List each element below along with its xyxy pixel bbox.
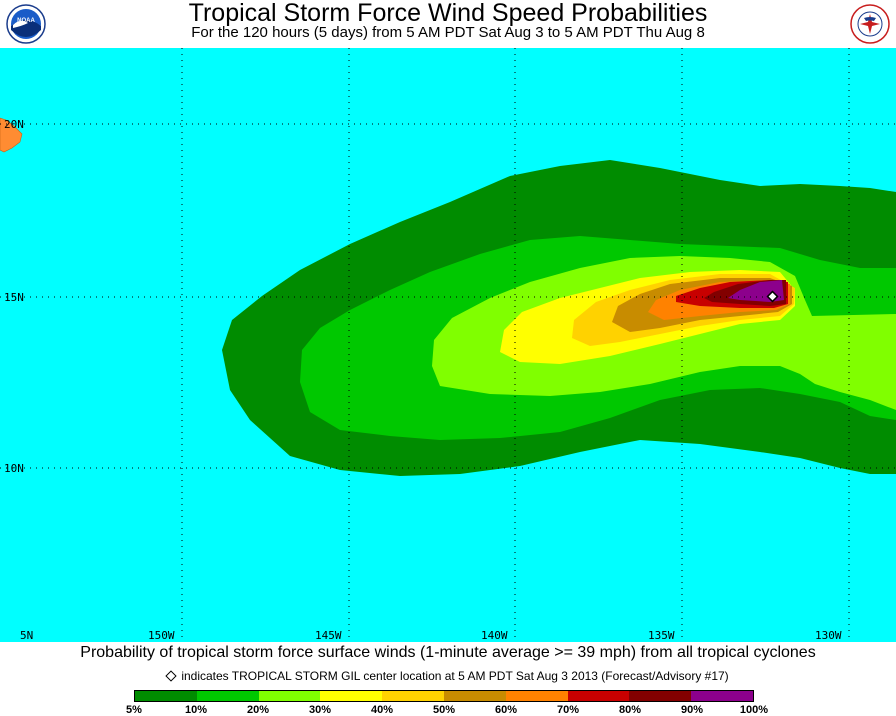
colorbar-label-4: 40% — [370, 704, 394, 716]
colorbar-swatch-3 — [320, 691, 383, 701]
colorbar-label-8: 80% — [618, 704, 642, 716]
probability-map: 20N 15N 10N 5N 150W 145W 140W 135W 130W — [0, 48, 896, 642]
colorbar-label-0: 5% — [126, 704, 142, 716]
colorbar-swatch-1 — [196, 691, 259, 701]
colorbar-swatch-9 — [691, 691, 753, 701]
colorbar-swatch-2 — [258, 691, 321, 701]
svg-text:NOAA: NOAA — [17, 18, 35, 24]
colorbar-label-3: 30% — [308, 704, 332, 716]
colorbar-swatch-6 — [505, 691, 568, 701]
colorbar-swatch-0 — [135, 691, 197, 701]
lon-label-140w: 140W — [481, 629, 508, 642]
colorbar-label-1: 10% — [184, 704, 208, 716]
nws-logo-icon — [850, 4, 890, 44]
lat-label-20n: 20N — [4, 118, 24, 131]
map-caption: Probability of tropical storm force surf… — [80, 644, 816, 661]
page-subtitle: For the 120 hours (5 days) from 5 AM PDT… — [191, 24, 705, 41]
lon-label-150w: 150W — [148, 629, 175, 642]
colorbar-label-2: 20% — [246, 704, 270, 716]
lat-label-15n: 15N — [4, 291, 24, 304]
storm-center-diamond-icon — [766, 290, 779, 303]
nws-logo — [850, 4, 890, 44]
colorbar-label-9: 90% — [680, 704, 704, 716]
storm-marker-note: indicates TROPICAL STORM GIL center loca… — [0, 668, 896, 684]
lon-label-135w: 135W — [648, 629, 675, 642]
colorbar-labels: 5% 10% 20% 30% 40% 50% 60% 70% 80% 90% 100% — [0, 704, 896, 716]
probability-colorbar — [134, 690, 754, 702]
lat-label-5n: 5N — [20, 629, 33, 642]
colorbar-label-5: 50% — [432, 704, 456, 716]
map-graphic: 20N 15N 10N 5N 150W 145W 140W 135W 130W — [0, 48, 896, 642]
storm-marker-note-text: indicates TROPICAL STORM GIL center loca… — [181, 669, 729, 683]
diamond-icon — [165, 670, 177, 682]
hawaii-island — [0, 117, 23, 153]
page-title: Tropical Storm Force Wind Speed Probabil… — [188, 0, 708, 27]
colorbar-swatch-7 — [567, 691, 630, 701]
header: NOAA Tropical Storm Force Wind Speed Pro… — [0, 0, 896, 48]
lon-label-130w: 130W — [815, 629, 842, 642]
noaa-logo-icon: NOAA — [6, 4, 46, 44]
lat-label-10n: 10N — [4, 462, 24, 475]
colorbar-swatch-8 — [629, 691, 692, 701]
colorbar-label-6: 60% — [494, 704, 518, 716]
lon-label-145w: 145W — [315, 629, 342, 642]
colorbar-swatch-4 — [382, 691, 444, 701]
colorbar-swatch-5 — [443, 691, 506, 701]
noaa-logo: NOAA — [6, 4, 46, 44]
colorbar-label-7: 70% — [556, 704, 580, 716]
colorbar-label-10: 100% — [739, 704, 769, 716]
